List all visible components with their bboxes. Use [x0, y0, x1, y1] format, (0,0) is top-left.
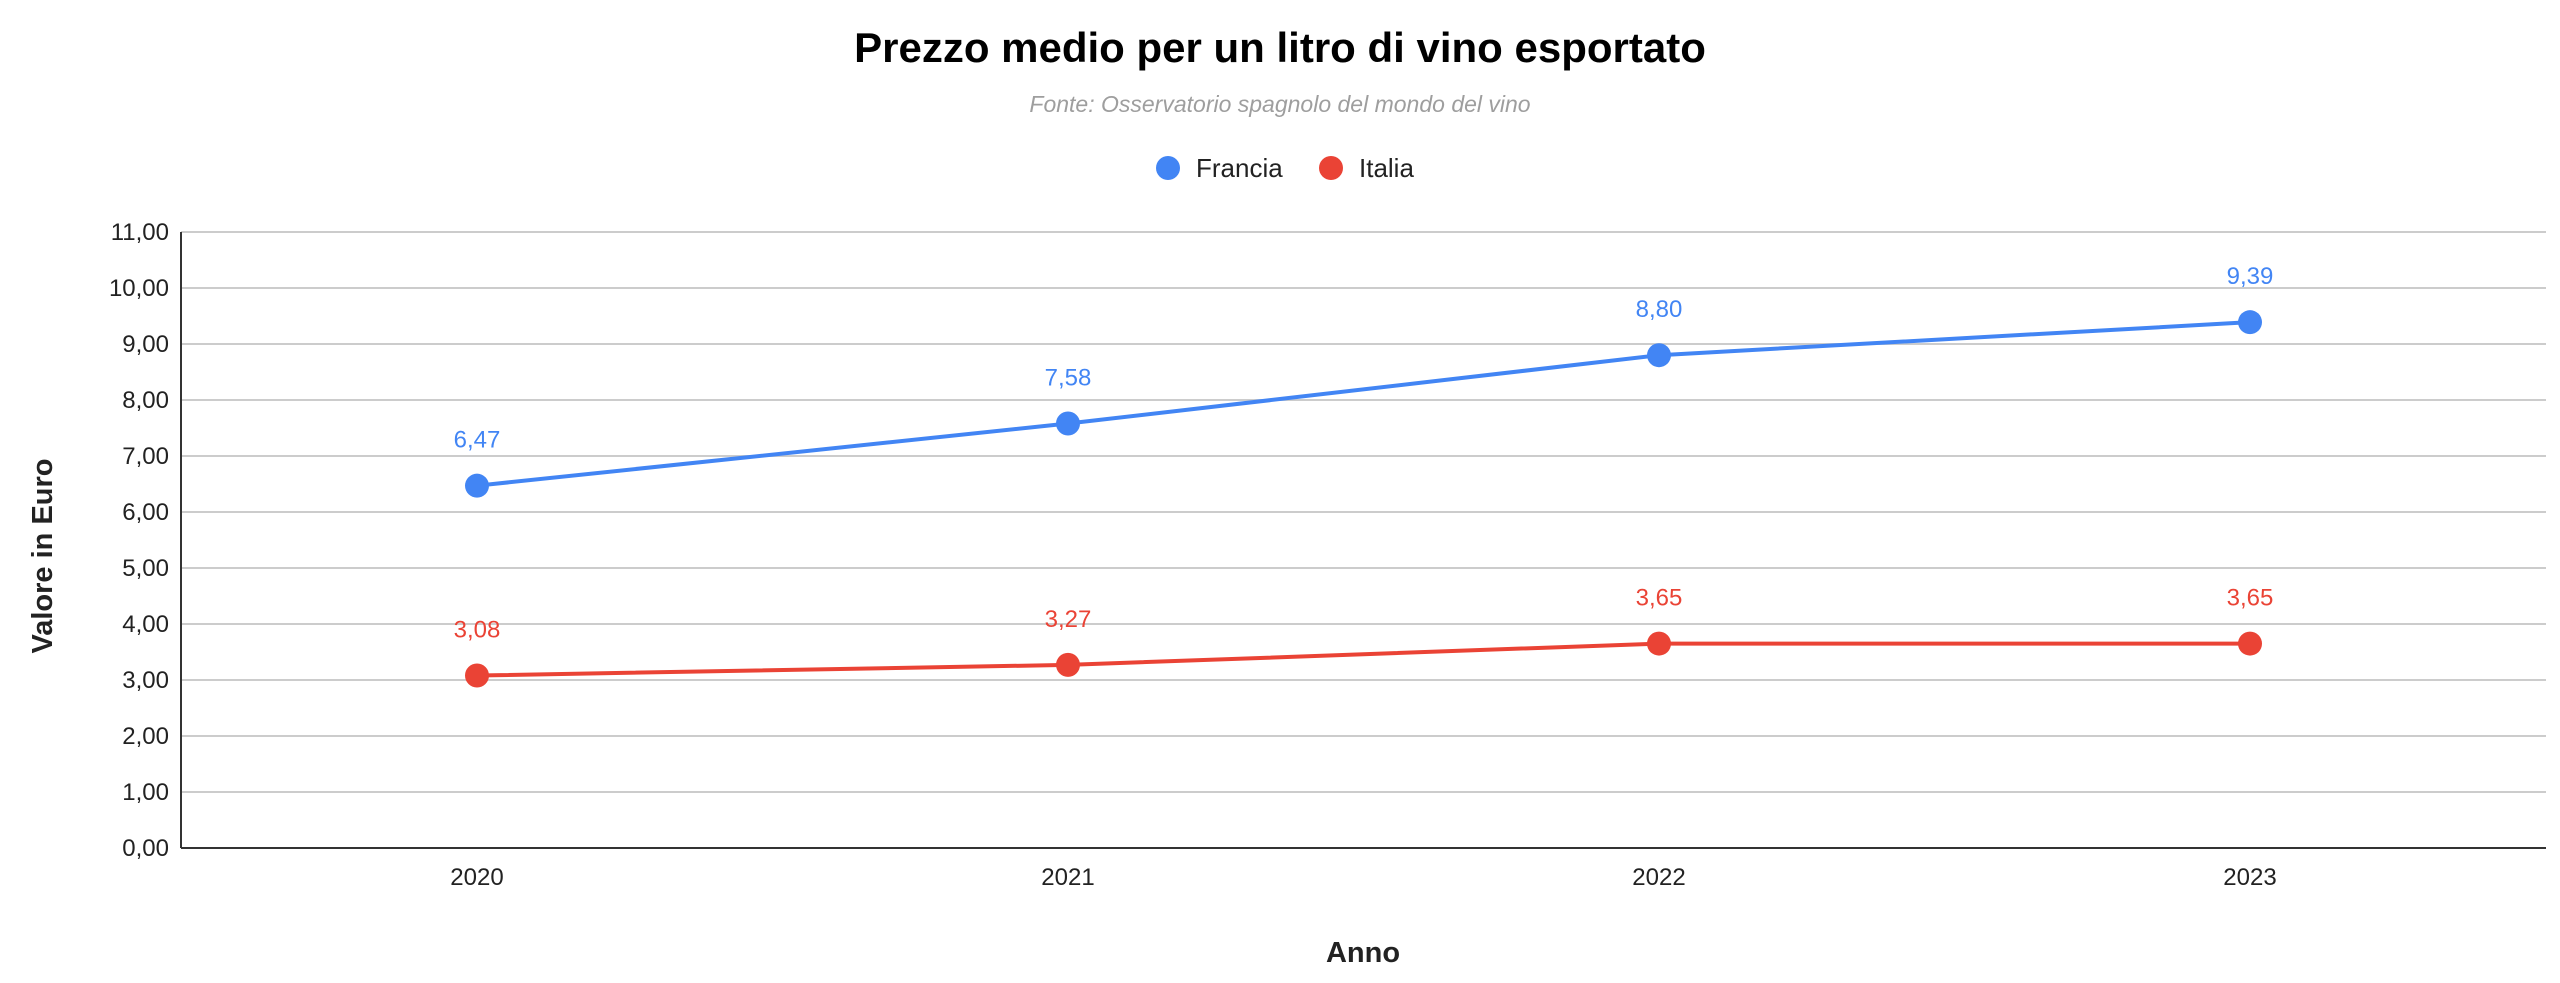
data-point-italia[interactable]	[465, 663, 489, 688]
y-tick-label: 10,00	[109, 275, 169, 302]
y-tick-label: 4,00	[122, 611, 169, 638]
x-tick-label: 2021	[1041, 864, 1094, 891]
legend-marker-francia	[1156, 156, 1180, 180]
y-tick-label: 1,00	[122, 779, 169, 806]
y-tick-label: 5,00	[122, 555, 169, 582]
x-tick-label: 2022	[1632, 864, 1685, 891]
legend-item-francia[interactable]: Francia	[1156, 153, 1283, 183]
y-tick-label: 6,00	[122, 499, 169, 526]
x-axis-ticks: 2020 2021 2022 2023	[450, 864, 2276, 891]
series: 6,47 7,58 8,80 9,39 3,08 3,27 3,65 3,65	[454, 263, 2274, 688]
data-label-italia: 3,65	[1636, 585, 1683, 612]
legend-item-italia[interactable]: Italia	[1319, 153, 1414, 183]
chart-title: Prezzo medio per un litro di vino esport…	[854, 24, 1706, 71]
y-tick-label: 9,00	[122, 331, 169, 358]
y-axis-title: Valore in Euro	[27, 459, 59, 654]
series-francia: 6,47 7,58 8,80 9,39	[454, 263, 2274, 498]
y-tick-label: 2,00	[122, 723, 169, 750]
series-line-italia	[476, 641, 2250, 678]
data-label-francia: 8,80	[1636, 296, 1683, 323]
data-point-francia[interactable]	[2238, 310, 2262, 335]
data-point-italia[interactable]	[1056, 652, 1080, 677]
x-axis-title: Anno	[1326, 937, 1400, 969]
data-point-francia[interactable]	[1056, 411, 1080, 436]
y-tick-label: 8,00	[122, 387, 169, 414]
x-tick-label: 2020	[450, 864, 503, 891]
data-label-francia: 7,58	[1045, 365, 1092, 392]
y-axis-ticks: 0,00 1,00 2,00 3,00 4,00 5,00 6,00 7,00 8,00 9,00…	[109, 219, 169, 862]
data-point-francia[interactable]	[1647, 343, 1671, 368]
series-italia: 3,08 3,27 3,65 3,65	[454, 585, 2274, 688]
data-point-italia[interactable]	[1647, 631, 1671, 656]
y-tick-label: 0,00	[122, 835, 169, 862]
gridlines	[181, 231, 2546, 793]
x-tick-label: 2023	[2223, 864, 2276, 891]
y-tick-label: 7,00	[122, 443, 169, 470]
series-line-francia	[476, 320, 2251, 488]
y-tick-label: 11,00	[111, 219, 169, 246]
legend-label-francia: Francia	[1196, 153, 1283, 183]
legend-marker-italia	[1319, 156, 1343, 180]
data-label-italia: 3,27	[1045, 606, 1092, 633]
legend-label-italia: Italia	[1359, 153, 1414, 183]
data-label-francia: 9,39	[2227, 263, 2274, 290]
chart-subtitle: Fonte: Osservatorio spagnolo del mondo d…	[1029, 91, 1530, 117]
data-label-italia: 3,08	[454, 617, 501, 644]
data-point-italia[interactable]	[2238, 631, 2262, 656]
y-tick-label: 3,00	[122, 667, 169, 694]
data-label-italia: 3,65	[2227, 585, 2274, 612]
legend: Francia Italia	[1156, 153, 1414, 183]
data-point-francia[interactable]	[465, 473, 489, 498]
data-label-francia: 6,47	[454, 427, 501, 454]
